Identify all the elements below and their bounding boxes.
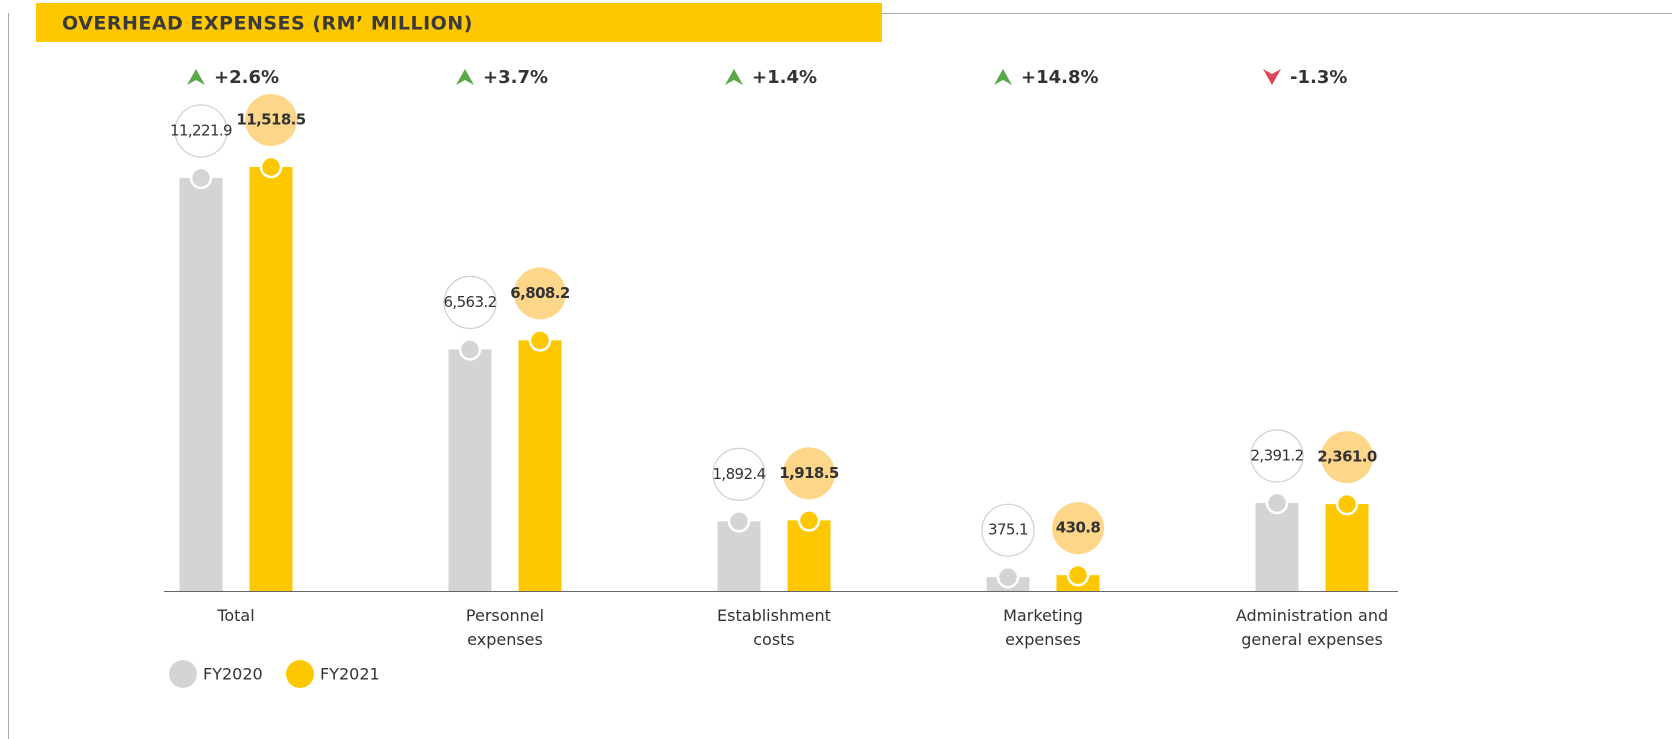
bar-cap	[996, 565, 1020, 589]
bar-cap	[259, 155, 283, 179]
bar-cap	[1265, 491, 1289, 515]
bar-cap	[458, 338, 482, 361]
legend-swatch	[169, 660, 197, 688]
value-label: 1,918.5	[779, 464, 839, 482]
bar	[448, 349, 492, 591]
change-label: +2.6%	[214, 67, 279, 88]
arrow-up	[725, 69, 743, 85]
arrow-up	[187, 69, 205, 85]
change-label: +14.8%	[1021, 67, 1099, 88]
label-bubble	[514, 267, 566, 320]
value-label: 430.8	[1056, 519, 1101, 537]
label-bubble	[981, 503, 1035, 557]
legend-label: FY2020	[203, 665, 263, 684]
x-tick-label: Administration and general expenses	[1235, 606, 1389, 649]
label-bubble	[174, 104, 228, 158]
label-bubble	[245, 94, 297, 146]
bar	[249, 167, 293, 591]
bar-cap	[1335, 492, 1359, 516]
change-label: -1.3%	[1290, 67, 1347, 88]
label-bubble	[1052, 502, 1104, 555]
change-label: +3.7%	[483, 67, 548, 88]
bar	[1255, 502, 1299, 591]
value-label: 2,361.0	[1317, 448, 1377, 466]
legend-swatch	[286, 660, 314, 688]
value-label: 6,563.2	[443, 293, 496, 311]
bar	[787, 520, 831, 591]
x-tick-label: Personnel expenses	[465, 606, 545, 649]
x-tick-label: Total	[217, 606, 255, 625]
bar	[717, 521, 761, 591]
arrow-up	[456, 69, 474, 85]
value-label: 375.1	[988, 521, 1028, 539]
x-tick-label: Marketing expenses	[1003, 606, 1083, 649]
bar	[179, 177, 223, 591]
arrow-down	[1263, 69, 1281, 85]
bar-cap	[727, 510, 751, 533]
bar-cap	[189, 166, 213, 190]
title-bar	[36, 3, 882, 42]
label-bubble	[443, 275, 497, 330]
value-label: 1,892.4	[712, 465, 765, 483]
value-label: 11,518.5	[236, 111, 305, 129]
label-bubble	[1321, 431, 1373, 484]
arrow-up	[994, 69, 1012, 85]
bar-cap	[528, 329, 552, 352]
bar	[1325, 504, 1369, 591]
chart-title: OVERHEAD EXPENSES (RM’ MILLION)	[62, 13, 473, 35]
value-label: 2,391.2	[1250, 446, 1303, 464]
x-tick-label: Establishment costs	[717, 606, 831, 649]
value-label: 11,221.9	[170, 121, 232, 139]
label-bubble	[783, 447, 835, 500]
label-bubble	[1250, 429, 1304, 483]
label-bubble	[712, 447, 766, 501]
bar	[518, 340, 562, 591]
value-label: 6,808.2	[510, 284, 570, 302]
change-label: +1.4%	[752, 67, 817, 88]
bar-cap	[1066, 563, 1090, 587]
legend-label: FY2021	[320, 665, 380, 684]
bar-cap	[797, 509, 821, 532]
